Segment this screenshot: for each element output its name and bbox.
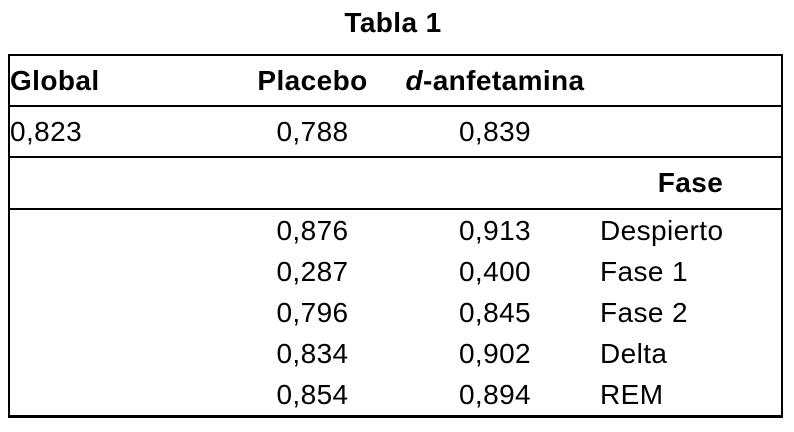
col-header-fase: Fase [657,167,724,199]
d-anfetamina-delta-value: 0,902 [458,337,532,369]
header-empty-cell [600,56,781,106]
phase-label-fase2: Fase 2 [600,296,688,328]
phase-label-fase1: Fase 1 [600,255,688,287]
table-title: Tabla 1 [344,7,442,38]
summary-row: 0,823 0,788 0,839 [10,106,781,158]
d-anfetamina-rest: -anfetamina [422,64,585,96]
placebo-fase1-value: 0,287 [276,255,349,287]
d-anfetamina-fase2-value: 0,845 [458,296,532,328]
phase-label-rem: REM [600,378,664,410]
d-anfetamina-overall-value: 0,839 [458,115,532,147]
phase-row-fase2: 0,796 0,845 Fase 2 [10,292,781,333]
d-anfetamina-fase1-value: 0,400 [458,255,532,287]
placebo-rem-value: 0,854 [276,378,349,410]
placebo-fase2-value: 0,796 [276,296,349,328]
phase-label-delta: Delta [600,337,668,369]
col-header-placebo: Placebo [257,64,368,96]
fase-header-row: Fase [10,157,781,210]
d-anfetamina-rem-value: 0,894 [458,378,532,410]
summary-empty-cell [600,106,781,157]
phase-row-despierto: 0,876 0,913 Despierto [10,209,781,251]
header-row: Global Placebo d-anfetamina [10,56,781,107]
fase-row-empty-3 [390,157,600,209]
fase-row-empty-2 [235,157,390,209]
placebo-overall-value: 0,788 [276,115,349,147]
col-header-d-anfetamina: d-anfetamina [390,56,600,106]
global-value: 0,823 [10,115,83,147]
phase-row-fase1: 0,287 0,400 Fase 1 [10,251,781,292]
fase-row-empty-1 [10,157,235,209]
col-header-global: Global [10,64,100,96]
placebo-delta-value: 0,834 [276,337,349,369]
placebo-despierto-value: 0,876 [276,214,349,246]
data-table: Global Placebo d-anfetamina 0,823 0,788 … [10,56,781,415]
phase-label-despierto: Despierto [600,214,724,246]
phase-row-delta: 0,834 0,902 Delta [10,333,781,374]
table-border-box: Global Placebo d-anfetamina 0,823 0,788 … [8,54,783,418]
phase-row-rem: 0,854 0,894 REM [10,374,781,415]
d-anfetamina-despierto-value: 0,913 [458,214,532,246]
d-anfetamina-italic-d: d [405,64,423,96]
